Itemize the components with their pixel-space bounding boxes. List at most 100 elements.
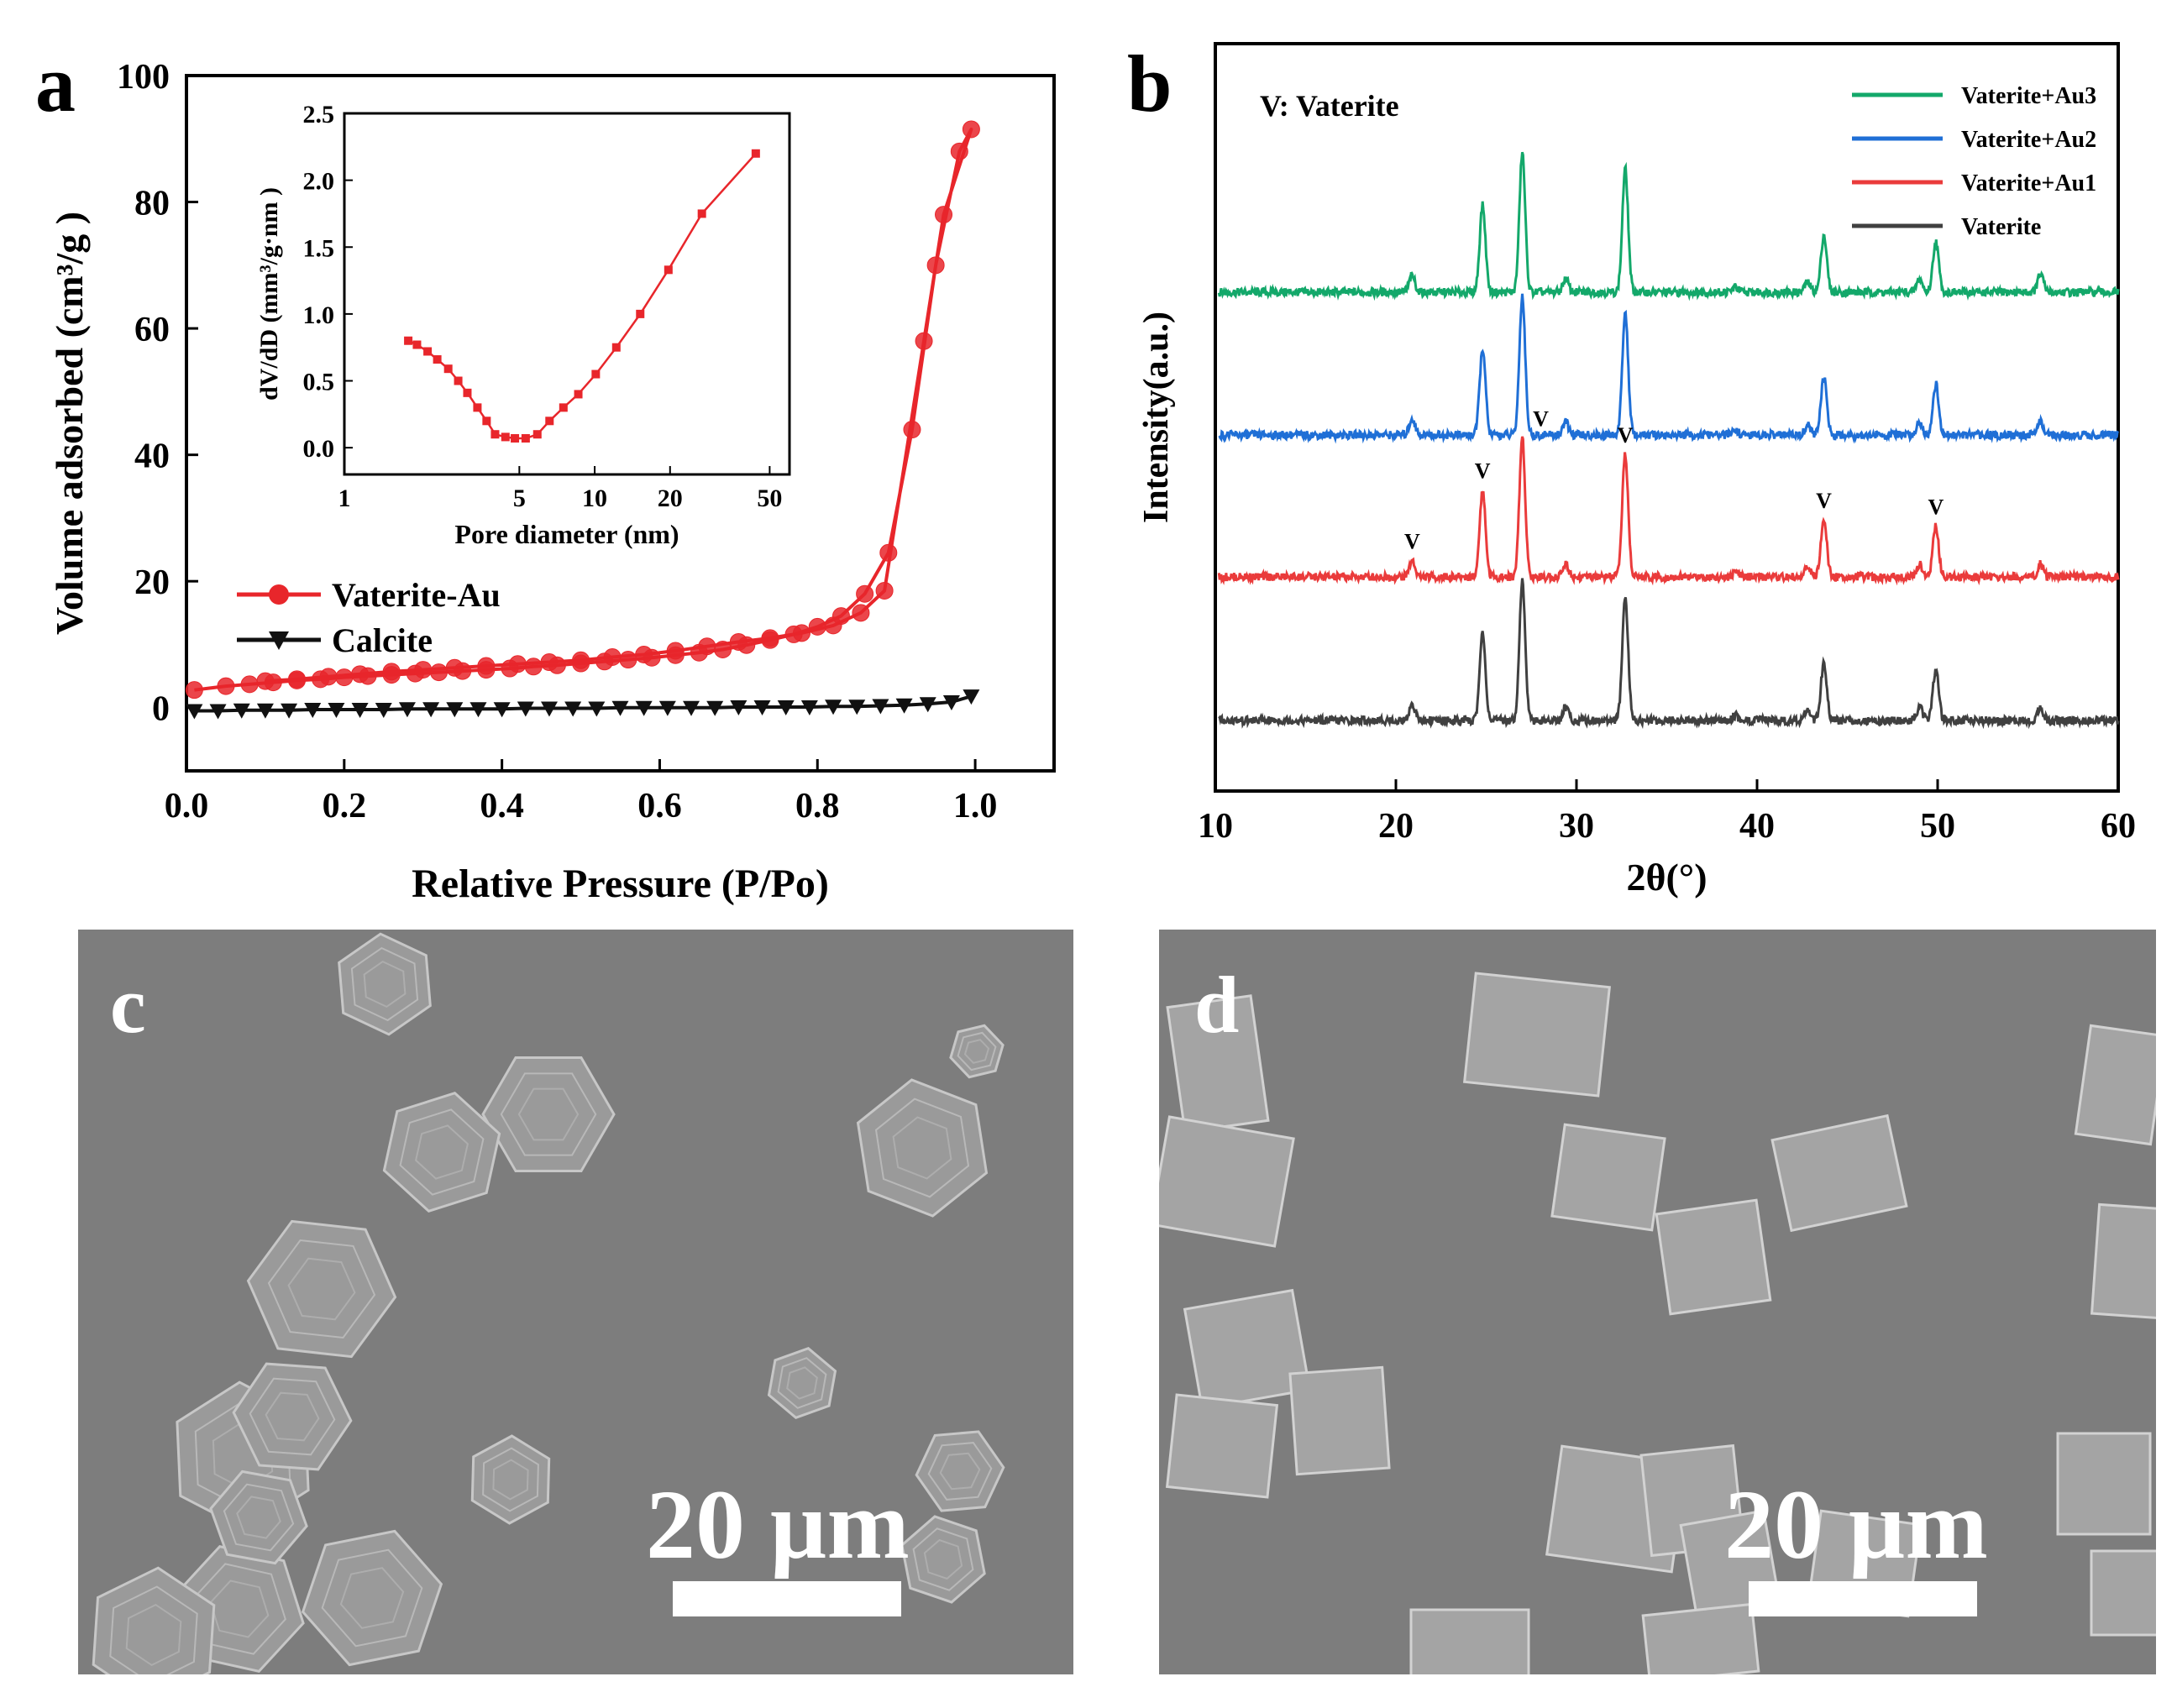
inset-x-tick-label: 20	[658, 485, 683, 512]
data-point-vaterite-au	[792, 624, 810, 642]
data-point-calcite	[777, 699, 795, 715]
data-point-vaterite-au	[950, 142, 968, 160]
data-point-vaterite-au	[729, 632, 748, 651]
y-axis-label-a: Volume adsorbed (cm³/g )	[48, 212, 91, 635]
calcite-crystal	[1159, 1115, 1295, 1248]
data-point-vaterite-au	[256, 672, 275, 690]
x-tick-label-a: 0.8	[795, 787, 840, 825]
inset-data-point	[511, 434, 520, 443]
data-point-vaterite-au	[217, 677, 235, 695]
x-tick-label-a: 0.0	[165, 787, 209, 825]
inset-y-tick-label: 0.0	[303, 435, 335, 463]
data-point-calcite	[919, 697, 936, 713]
data-point-vaterite-au	[852, 604, 870, 622]
data-point-vaterite-au	[508, 655, 527, 673]
data-point-calcite	[963, 689, 980, 705]
vaterite-particle	[470, 1434, 551, 1525]
vaterite-particle-ring	[249, 1377, 336, 1456]
data-point-calcite	[281, 703, 298, 719]
vaterite-particle	[92, 1566, 216, 1674]
inset-data-point	[574, 390, 583, 399]
vaterite-particle	[382, 1092, 501, 1213]
data-point-vaterite-au	[335, 668, 354, 687]
data-point-vaterite-au	[445, 658, 464, 677]
data-point-vaterite-au	[572, 651, 590, 669]
data-point-calcite	[446, 702, 464, 718]
data-point-calcite	[328, 702, 345, 718]
vaterite-particle	[232, 1362, 353, 1471]
x-tick-label-b: 50	[1920, 807, 1955, 846]
inset-data-point	[473, 403, 482, 412]
data-point-calcite	[635, 700, 653, 716]
inset-x-tick-label: 10	[582, 485, 607, 512]
data-point-vaterite-au	[856, 584, 874, 603]
data-point-calcite	[540, 701, 558, 717]
scale-bar-d	[1749, 1581, 1977, 1616]
vaterite-particle-ring	[223, 1483, 295, 1552]
legend-marker-calcite	[269, 631, 289, 650]
data-point-vaterite-au	[185, 681, 203, 699]
peak-label-v: V	[1533, 406, 1549, 431]
vaterite-particle-ring	[892, 1116, 952, 1180]
data-point-calcite	[233, 703, 250, 719]
data-point-vaterite-au	[351, 665, 370, 684]
inset-data-point	[751, 149, 760, 158]
peak-label-v: V	[1618, 423, 1634, 448]
data-point-calcite	[398, 702, 416, 718]
panel-label-d: d	[1194, 960, 1240, 1050]
inset-frame	[343, 112, 791, 476]
x-tick-label-b: 20	[1378, 807, 1414, 846]
data-point-calcite	[753, 699, 771, 715]
vaterite-particle	[246, 1219, 397, 1359]
calcite-crystal	[2090, 1202, 2156, 1320]
plot-frame-a	[185, 74, 1056, 773]
legend-marker-vaterite-au	[269, 584, 289, 605]
x-tick-label-b: 10	[1198, 807, 1233, 846]
data-point-calcite	[493, 702, 511, 718]
data-point-vaterite-au	[635, 645, 653, 663]
series-line-a-calcite	[194, 694, 972, 713]
chart-b: b 10 20 30 40 50 60 2θ(°) Intensity(a.u.) V: Vate…	[1127, 39, 2136, 899]
data-point-calcite	[422, 702, 440, 718]
inset-data-point	[559, 403, 568, 412]
annotation-b: V: Vaterite	[1260, 89, 1399, 123]
data-point-vaterite-au	[382, 663, 401, 681]
data-point-calcite	[658, 700, 676, 716]
peak-label-v: V	[1816, 489, 1832, 513]
legend-label-b: Vaterite	[1961, 214, 2041, 240]
data-point-vaterite-au	[962, 120, 980, 139]
data-point-vaterite-au	[666, 642, 685, 660]
data-point-vaterite-au	[619, 651, 637, 669]
xrd-trace-vaterite-au2	[1218, 293, 2120, 444]
inset-data-point	[443, 364, 453, 374]
x-tick-label-b: 60	[2101, 807, 2136, 846]
data-point-calcite	[825, 699, 842, 715]
vaterite-particle-ring	[874, 1098, 970, 1198]
peak-label-v: V	[1475, 459, 1491, 484]
inset-data-point	[591, 369, 601, 379]
vaterite-particle-ring	[236, 1496, 281, 1539]
vaterite-particle-ring	[786, 1366, 818, 1400]
vaterite-particle-ring	[500, 1072, 597, 1156]
inset-data-point	[433, 355, 442, 364]
inset-y-tick-label: 1.0	[303, 301, 335, 329]
x-axis-label-b: 2θ(°)	[1626, 856, 1707, 899]
peak-label-v: V	[1404, 530, 1420, 554]
vaterite-particle-ring	[777, 1357, 827, 1409]
inset-x-tick-label: 5	[513, 485, 526, 512]
data-point-calcite	[872, 699, 889, 715]
legend-label-b: Vaterite+Au2	[1961, 127, 2096, 153]
x-tick-label-a: 0.2	[323, 787, 367, 825]
calcite-crystal	[1641, 1602, 1760, 1674]
calcite-crystal	[1655, 1198, 1772, 1316]
x-axis-label-a: Relative Pressure (P/Po)	[412, 862, 829, 906]
panel-label-c: c	[110, 960, 146, 1050]
data-point-vaterite-au	[414, 661, 433, 679]
data-point-calcite	[304, 702, 322, 718]
vaterite-particle	[338, 932, 432, 1036]
inset-data-point	[521, 434, 530, 443]
data-point-calcite	[730, 699, 748, 715]
inset-y-tick-label: 0.5	[303, 369, 335, 396]
y-axis-label-b: Intensity(a.u.)	[1137, 312, 1176, 523]
